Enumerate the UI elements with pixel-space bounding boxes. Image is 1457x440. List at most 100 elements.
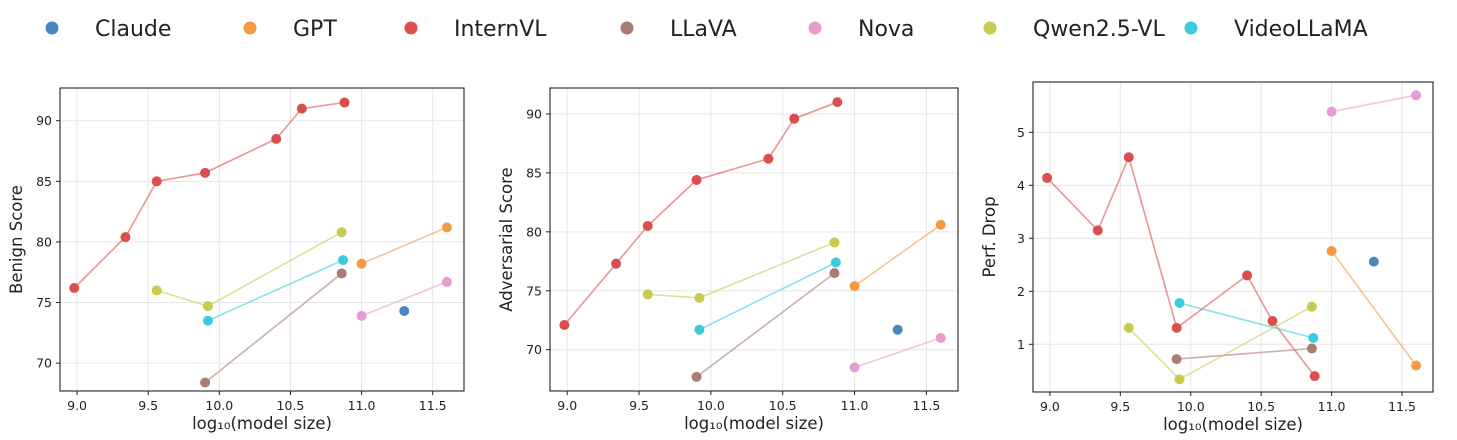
x-tick-label: 11.5 [912,398,940,413]
data-point-videollama [202,315,213,326]
x-tick-label: 11.0 [348,398,376,413]
data-point-claude [1368,256,1379,267]
x-axis-label: log₁₀(model size) [1163,415,1303,434]
data-point-qwen2-5-vl [1174,374,1185,385]
data-point-qwen2-5-vl [151,285,162,296]
data-point-llava [1171,354,1182,365]
data-point-internvl [1171,322,1182,333]
plot-frame [1032,81,1434,393]
data-point-qwen2-5-vl [202,301,213,312]
legend-label: Qwen2.5-VL [1033,17,1165,42]
x-tick-label: 9.0 [67,398,87,413]
y-axis-label: Perf. Drop [980,196,999,277]
benign-score-panel: 9.0 9.5 10.0 10.5 11.0 11.5 70 75 80 85 90 log₁₀(mo… [7,87,465,433]
legend-label: Claude [95,17,171,42]
data-point-internvl [200,167,211,178]
legend-label: GPT [293,17,337,42]
data-point-internvl [691,174,702,185]
x-tick-label: 9.0 [1040,399,1060,414]
x-axis-label: log₁₀(model size) [192,414,332,433]
series-line-qwen2-5-vl [647,241,835,299]
y-tick-label: 70 [526,342,542,357]
legend-label: VideoLLaMA [1234,17,1368,42]
y-tick-label: 80 [526,224,542,239]
data-point-qwen2-5-vl [642,289,653,300]
series-line-nova [854,337,942,369]
y-tick-label: 75 [526,283,542,298]
y-axis-label: Adversarial Score [497,167,516,311]
y-tick-label: 85 [526,165,542,180]
series-line-qwen2-5-vl [1128,305,1313,381]
data-point-internvl [1123,152,1134,163]
y-tick-label: 5 [1017,125,1025,140]
legend-marker [808,21,822,35]
legend-entry-nova: Nova [808,17,914,42]
legend-marker [404,21,418,35]
data-point-nova [1326,106,1337,117]
data-point-qwen2-5-vl [1306,301,1317,312]
x-tick-label: 9.5 [629,398,649,413]
data-point-nova [356,310,367,321]
y-tick-label: 4 [1017,178,1025,193]
legend-label: Nova [858,17,914,42]
y-tick-label: 70 [36,356,52,371]
data-point-internvl [832,97,843,108]
series-line-videollama [1179,302,1314,339]
y-tick-label: 2 [1017,284,1025,299]
data-point-internvl [296,103,307,114]
data-point-internvl [611,258,622,269]
data-point-internvl [1092,225,1103,236]
data-point-gpt [935,219,946,230]
series-line-llava [204,272,343,384]
x-tick-label: 10.0 [1177,399,1205,414]
legend-label: LLaVA [670,17,737,42]
data-point-internvl [1242,270,1253,281]
x-tick-label: 10.5 [1247,399,1275,414]
plot-frame [59,87,465,392]
legend-marker [620,21,634,35]
data-point-gpt [1326,246,1337,257]
y-tick-label: 90 [526,106,542,121]
x-tick-label: 9.5 [138,398,158,413]
data-point-videollama [830,257,841,268]
data-point-qwen2-5-vl [829,237,840,248]
x-axis-label: log₁₀(model size) [684,414,824,433]
plot-frame [549,87,959,392]
data-point-internvl [69,282,80,293]
data-point-llava [1306,343,1317,354]
y-tick-label: 75 [36,295,52,310]
series-line-internvl [73,101,345,289]
legend-marker [1184,21,1198,35]
data-point-internvl [789,113,800,124]
series-line-gpt [361,226,448,265]
series-line-gpt [854,224,942,287]
x-tick-label: 11.0 [841,398,869,413]
data-point-gpt [356,258,367,269]
data-point-qwen2-5-vl [336,227,347,238]
series-line-llava [696,272,835,378]
y-tick-label: 80 [36,234,52,249]
data-point-internvl [1309,371,1320,382]
series-line-nova [1331,94,1417,113]
y-tick-label: 90 [36,113,52,128]
legend-entry-gpt: GPT [243,17,337,42]
data-point-videollama [694,324,705,335]
legend-marker [45,21,59,35]
data-point-internvl [120,232,131,243]
data-point-llava [829,268,840,279]
data-point-internvl [1267,315,1278,326]
data-point-internvl [763,153,774,164]
legend-marker [243,21,257,35]
data-point-gpt [441,222,452,233]
data-point-qwen2-5-vl [694,292,705,303]
x-tick-label: 10.5 [277,398,305,413]
data-point-claude [399,306,410,317]
data-point-llava [691,371,702,382]
data-point-videollama [1174,297,1185,308]
series-line-videollama [207,259,344,322]
data-point-nova [849,362,860,373]
x-tick-label: 9.5 [1110,399,1130,414]
legend-entry-videollama: VideoLLaMA [1184,17,1368,42]
y-axis-label: Benign Score [7,185,26,294]
